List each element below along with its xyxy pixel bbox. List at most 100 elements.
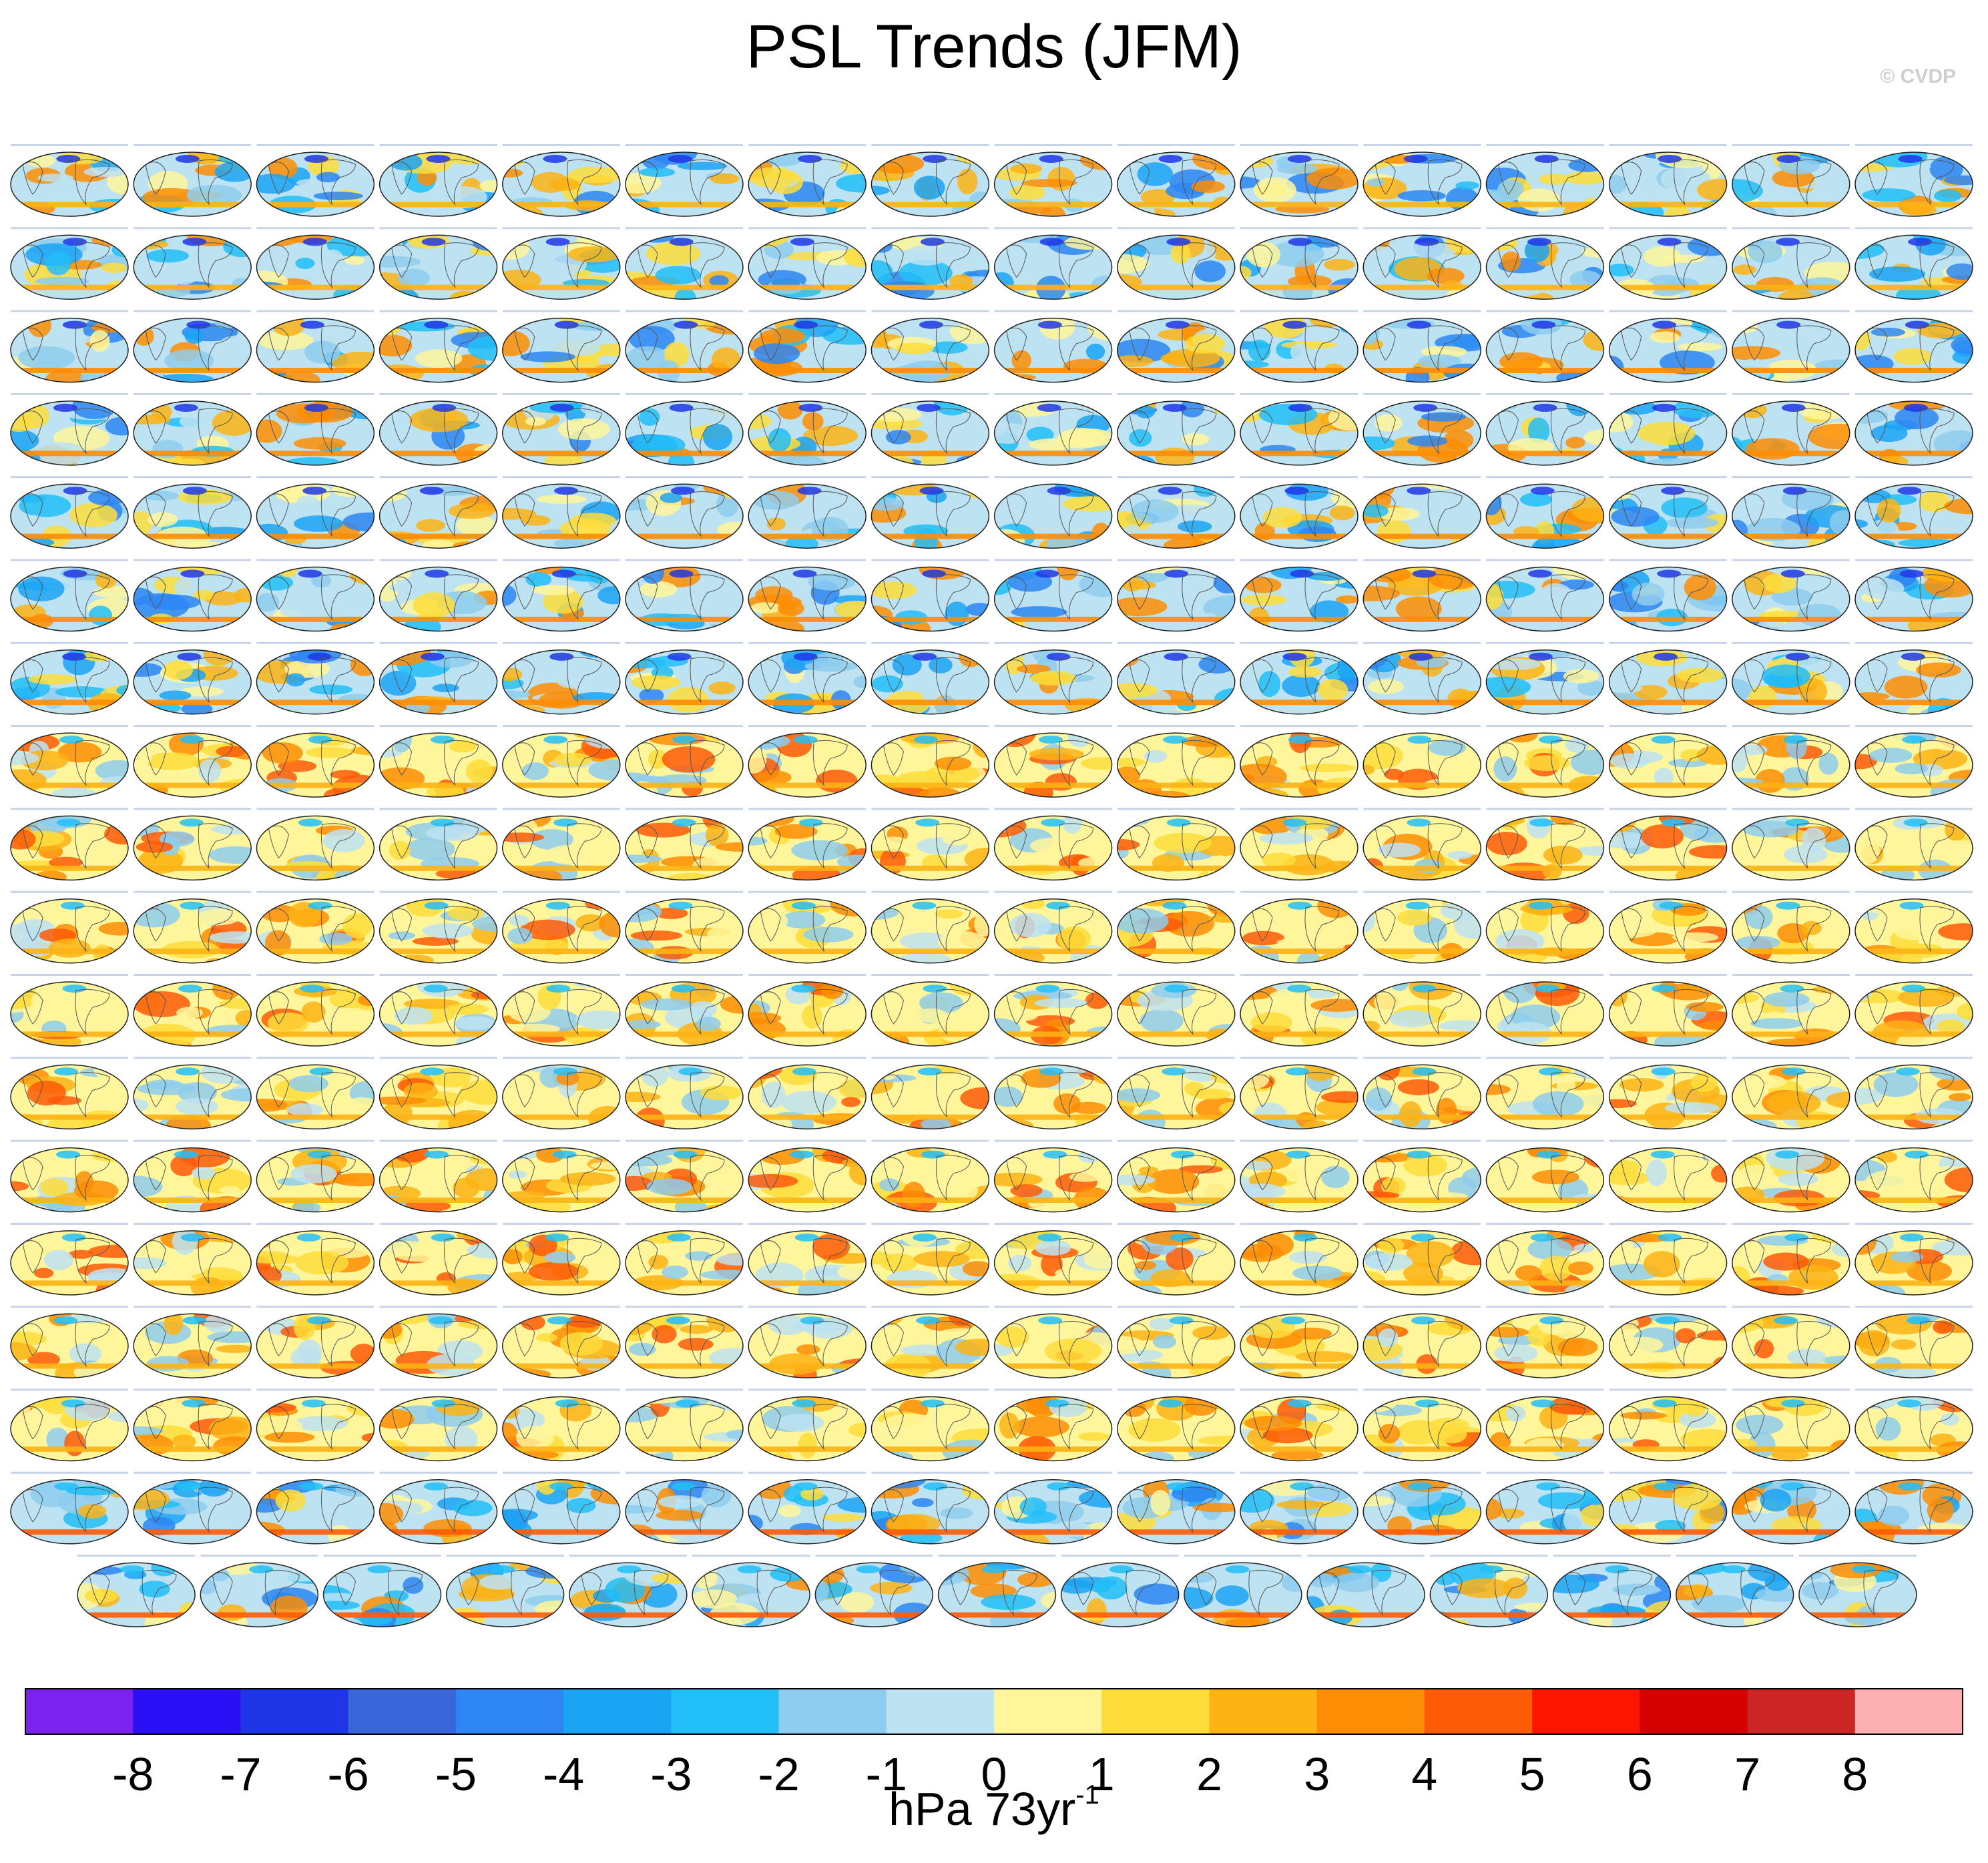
- map-panel: [1854, 559, 1973, 632]
- panel-header: [502, 1306, 620, 1308]
- panel-header: [379, 1057, 497, 1059]
- field-anomaly: [1732, 346, 1780, 360]
- field-anomaly: [1675, 1328, 1696, 1344]
- field-anomaly: [426, 264, 447, 288]
- polar-anomaly: [1776, 320, 1801, 329]
- field-anomaly: [1869, 748, 1913, 763]
- field-anomaly: [148, 512, 178, 527]
- map-panel: [379, 559, 498, 632]
- coastline: [567, 325, 602, 372]
- field-anomaly: [379, 318, 404, 336]
- panel-field: [134, 152, 252, 216]
- field-anomaly: [458, 1320, 497, 1330]
- panel-outline: [256, 152, 375, 217]
- southern-band: [134, 202, 252, 208]
- panel-header: [379, 392, 497, 395]
- panel-header: [502, 641, 620, 644]
- field-anomaly: [31, 991, 64, 1012]
- panel-field: [11, 1230, 128, 1295]
- field-anomaly: [1501, 251, 1521, 272]
- coastline: [1744, 327, 1765, 361]
- field-anomaly: [45, 369, 85, 382]
- coastline: [812, 408, 848, 455]
- map-panel: [1854, 1222, 1973, 1296]
- field-anomaly: [895, 342, 934, 354]
- panel-header: [1240, 310, 1358, 312]
- southern-band: [1240, 1031, 1358, 1037]
- map-panel: [871, 1306, 990, 1378]
- coastline: [1674, 408, 1709, 455]
- coastline: [145, 576, 166, 610]
- field-anomaly: [1664, 206, 1692, 216]
- southern-band: [1609, 700, 1727, 706]
- map-panel: [133, 974, 252, 1047]
- panel-header: [134, 641, 252, 644]
- coastline: [22, 493, 43, 527]
- panel-header: [748, 1139, 866, 1142]
- panel-field: [256, 152, 375, 216]
- panel-header: [871, 144, 989, 146]
- panel-outline: [502, 649, 621, 715]
- coastline: [637, 576, 658, 610]
- southern-band: [134, 782, 252, 788]
- map-panel: [1608, 476, 1728, 549]
- coastline: [1497, 659, 1519, 693]
- polar-anomaly: [545, 901, 570, 910]
- panel-field: [256, 235, 375, 300]
- polar-anomaly: [1164, 652, 1188, 661]
- field-anomaly: [902, 1181, 925, 1208]
- field-anomaly: [413, 592, 455, 619]
- panel-field: [994, 898, 1112, 963]
- field-anomaly: [1365, 567, 1412, 583]
- field-anomaly: [296, 495, 319, 510]
- southern-band: [11, 1114, 128, 1120]
- field-anomaly: [322, 249, 343, 267]
- map-panel: [10, 1388, 129, 1462]
- field-anomaly: [957, 168, 978, 195]
- southern-band: [994, 700, 1112, 706]
- panel-field: [379, 1230, 497, 1295]
- map-panel: [625, 310, 744, 383]
- map-panel: [1362, 559, 1481, 632]
- southern-band: [1855, 616, 1973, 622]
- field-anomaly: [1274, 1371, 1302, 1378]
- field-anomaly: [1363, 318, 1381, 345]
- southern-band: [379, 1446, 497, 1452]
- map-panel: [871, 890, 990, 964]
- field-anomaly: [572, 320, 620, 332]
- field-anomaly: [268, 157, 298, 180]
- polar-anomaly: [1902, 736, 1927, 744]
- map-panel: [133, 392, 252, 466]
- coastline: [1252, 576, 1273, 610]
- polar-anomaly: [1162, 403, 1187, 412]
- coastline: [1550, 159, 1585, 206]
- map-panel: [502, 974, 621, 1047]
- coastline: [75, 574, 110, 621]
- polar-anomaly: [672, 736, 697, 744]
- southern-band: [626, 1446, 743, 1452]
- map-panel: [1485, 559, 1605, 632]
- field-anomaly: [1240, 405, 1262, 416]
- southern-band: [1363, 1197, 1481, 1203]
- map-panel: [871, 476, 990, 549]
- panel-field: [256, 816, 375, 880]
- southern-band: [502, 451, 620, 457]
- map-panel: [625, 1388, 744, 1462]
- coastline: [1550, 242, 1585, 288]
- southern-band: [379, 1197, 497, 1203]
- southern-band: [1732, 1114, 1850, 1120]
- map-panel: [993, 144, 1113, 217]
- coastline: [1796, 657, 1832, 704]
- field-anomaly: [639, 408, 660, 427]
- field-anomaly: [815, 769, 858, 793]
- field-anomaly: [1128, 581, 1156, 589]
- field-anomaly: [1944, 175, 1973, 186]
- field-anomaly: [33, 1268, 54, 1279]
- coastline: [391, 244, 413, 278]
- coastline: [1867, 493, 1888, 527]
- coastline: [1427, 574, 1463, 621]
- field-anomaly: [1733, 264, 1756, 275]
- field-anomaly: [309, 684, 353, 695]
- polar-anomaly: [674, 320, 698, 329]
- field-anomaly: [886, 1157, 914, 1179]
